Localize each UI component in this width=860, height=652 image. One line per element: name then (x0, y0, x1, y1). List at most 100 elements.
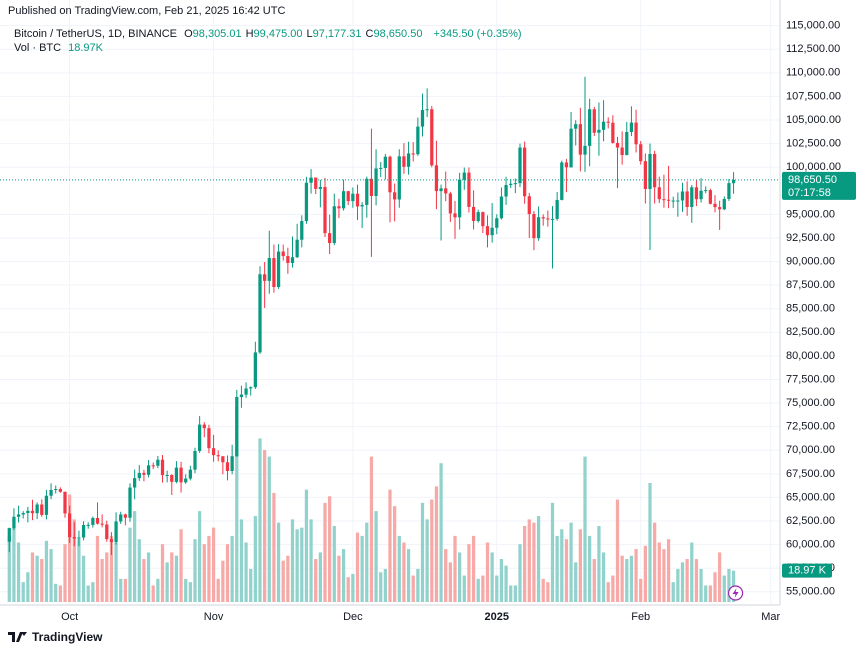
volume-bar (588, 535, 592, 602)
volume-bar (448, 562, 452, 602)
volume-bar (184, 578, 188, 602)
volume-bar (722, 575, 726, 602)
y-tick-label: 82,500.00 (786, 326, 835, 338)
candle-body (198, 424, 202, 452)
volume-bar (653, 522, 657, 602)
candle-body (518, 147, 522, 184)
candle-body (583, 145, 587, 155)
candle-body (499, 196, 504, 219)
y-tick-label: 95,000.00 (786, 208, 835, 220)
volume-bar (77, 539, 81, 602)
candle-body (221, 456, 225, 463)
candle-body (453, 213, 457, 218)
volume-bar (499, 559, 504, 602)
candle-body (690, 187, 694, 208)
volume-bar (58, 585, 62, 602)
candle-body (290, 257, 295, 263)
candles (7, 76, 736, 555)
candle-body (72, 537, 76, 539)
volume-bar (267, 456, 271, 602)
candle-body (467, 172, 471, 207)
volume-bar (360, 535, 364, 602)
candle-body (546, 218, 550, 220)
volume-bar (685, 559, 689, 602)
candle-body (272, 258, 276, 288)
volume-bar (123, 578, 127, 602)
volume-bar (258, 438, 262, 602)
volume-bar (211, 527, 216, 602)
candle-body (160, 459, 165, 476)
volume-bar (253, 516, 257, 602)
ohlc: O98,305.01 H99,475.00 L97,177.31 C98,650.50 (184, 28, 426, 40)
candle-body (77, 537, 81, 539)
logo (8, 632, 27, 642)
candle-body (174, 467, 179, 482)
candle-body (611, 122, 615, 143)
volume-bar (290, 519, 295, 602)
candle-body (304, 182, 309, 222)
volume-bar (402, 542, 406, 602)
candle-body (360, 204, 364, 207)
volume-bar (606, 582, 610, 602)
volume-bar (611, 575, 615, 602)
candle-body (146, 465, 151, 475)
volume-bar (420, 502, 425, 602)
volume-bar (216, 578, 220, 602)
candle-body (211, 448, 216, 456)
candle-body (109, 539, 114, 543)
candle-body (569, 128, 573, 168)
y-tick-label: 105,000.00 (786, 114, 841, 126)
candle-body (448, 193, 452, 214)
candle-body (44, 495, 49, 515)
candle-body (207, 428, 211, 449)
volume-bar (221, 560, 225, 602)
volume-label: 18.97 K (788, 565, 827, 577)
volume-bar (430, 499, 434, 602)
volume-bar (476, 578, 480, 602)
volume-bar (541, 578, 545, 602)
candle-body (444, 188, 448, 194)
volume-bar (323, 502, 327, 602)
y-tick-label: 62,500.00 (786, 515, 835, 527)
candle-body (536, 217, 541, 239)
volume-bar (137, 539, 141, 602)
candle-body (588, 109, 592, 146)
candle-body (634, 122, 638, 145)
volume-bar (142, 559, 146, 602)
volume-bar (546, 582, 550, 602)
candle-body (184, 478, 188, 483)
volume-bar (671, 582, 675, 602)
x-tick-label: Feb (631, 611, 650, 623)
volume-bar (467, 544, 471, 602)
candle-body (91, 518, 95, 525)
last-price-label: 98,650.50 (788, 174, 837, 186)
volume-bar (676, 568, 680, 602)
candle-body (123, 514, 127, 518)
candle-body (685, 191, 689, 208)
y-tick-label: 112,500.00 (786, 43, 840, 55)
volume-bar (239, 519, 244, 602)
alert-icon-bolt (732, 588, 739, 598)
published-note: Published on TradingView.com, Feb 21, 20… (8, 5, 286, 17)
volume-bar (304, 489, 309, 602)
volume-bar (393, 506, 397, 602)
candle-body (694, 187, 699, 200)
volume-bar (369, 456, 374, 602)
volume-value: 18.97K (68, 42, 104, 54)
volume-bar (12, 527, 16, 602)
candle-body (16, 514, 21, 517)
y-tick-label: 100,000.00 (786, 161, 841, 173)
volume-key: Vol · BTC (14, 42, 62, 54)
candle-body (592, 109, 596, 133)
volume-bar (708, 585, 712, 602)
volume-bar (44, 540, 49, 602)
volume-bar (523, 525, 527, 602)
volume-bar (453, 535, 457, 602)
volume-bar (341, 549, 346, 602)
volume-bar (328, 496, 332, 602)
volume-bar (662, 549, 666, 602)
volume-bar (509, 585, 513, 602)
candle-body (597, 129, 601, 133)
volume-bar (727, 568, 731, 602)
candle-body (574, 124, 578, 129)
